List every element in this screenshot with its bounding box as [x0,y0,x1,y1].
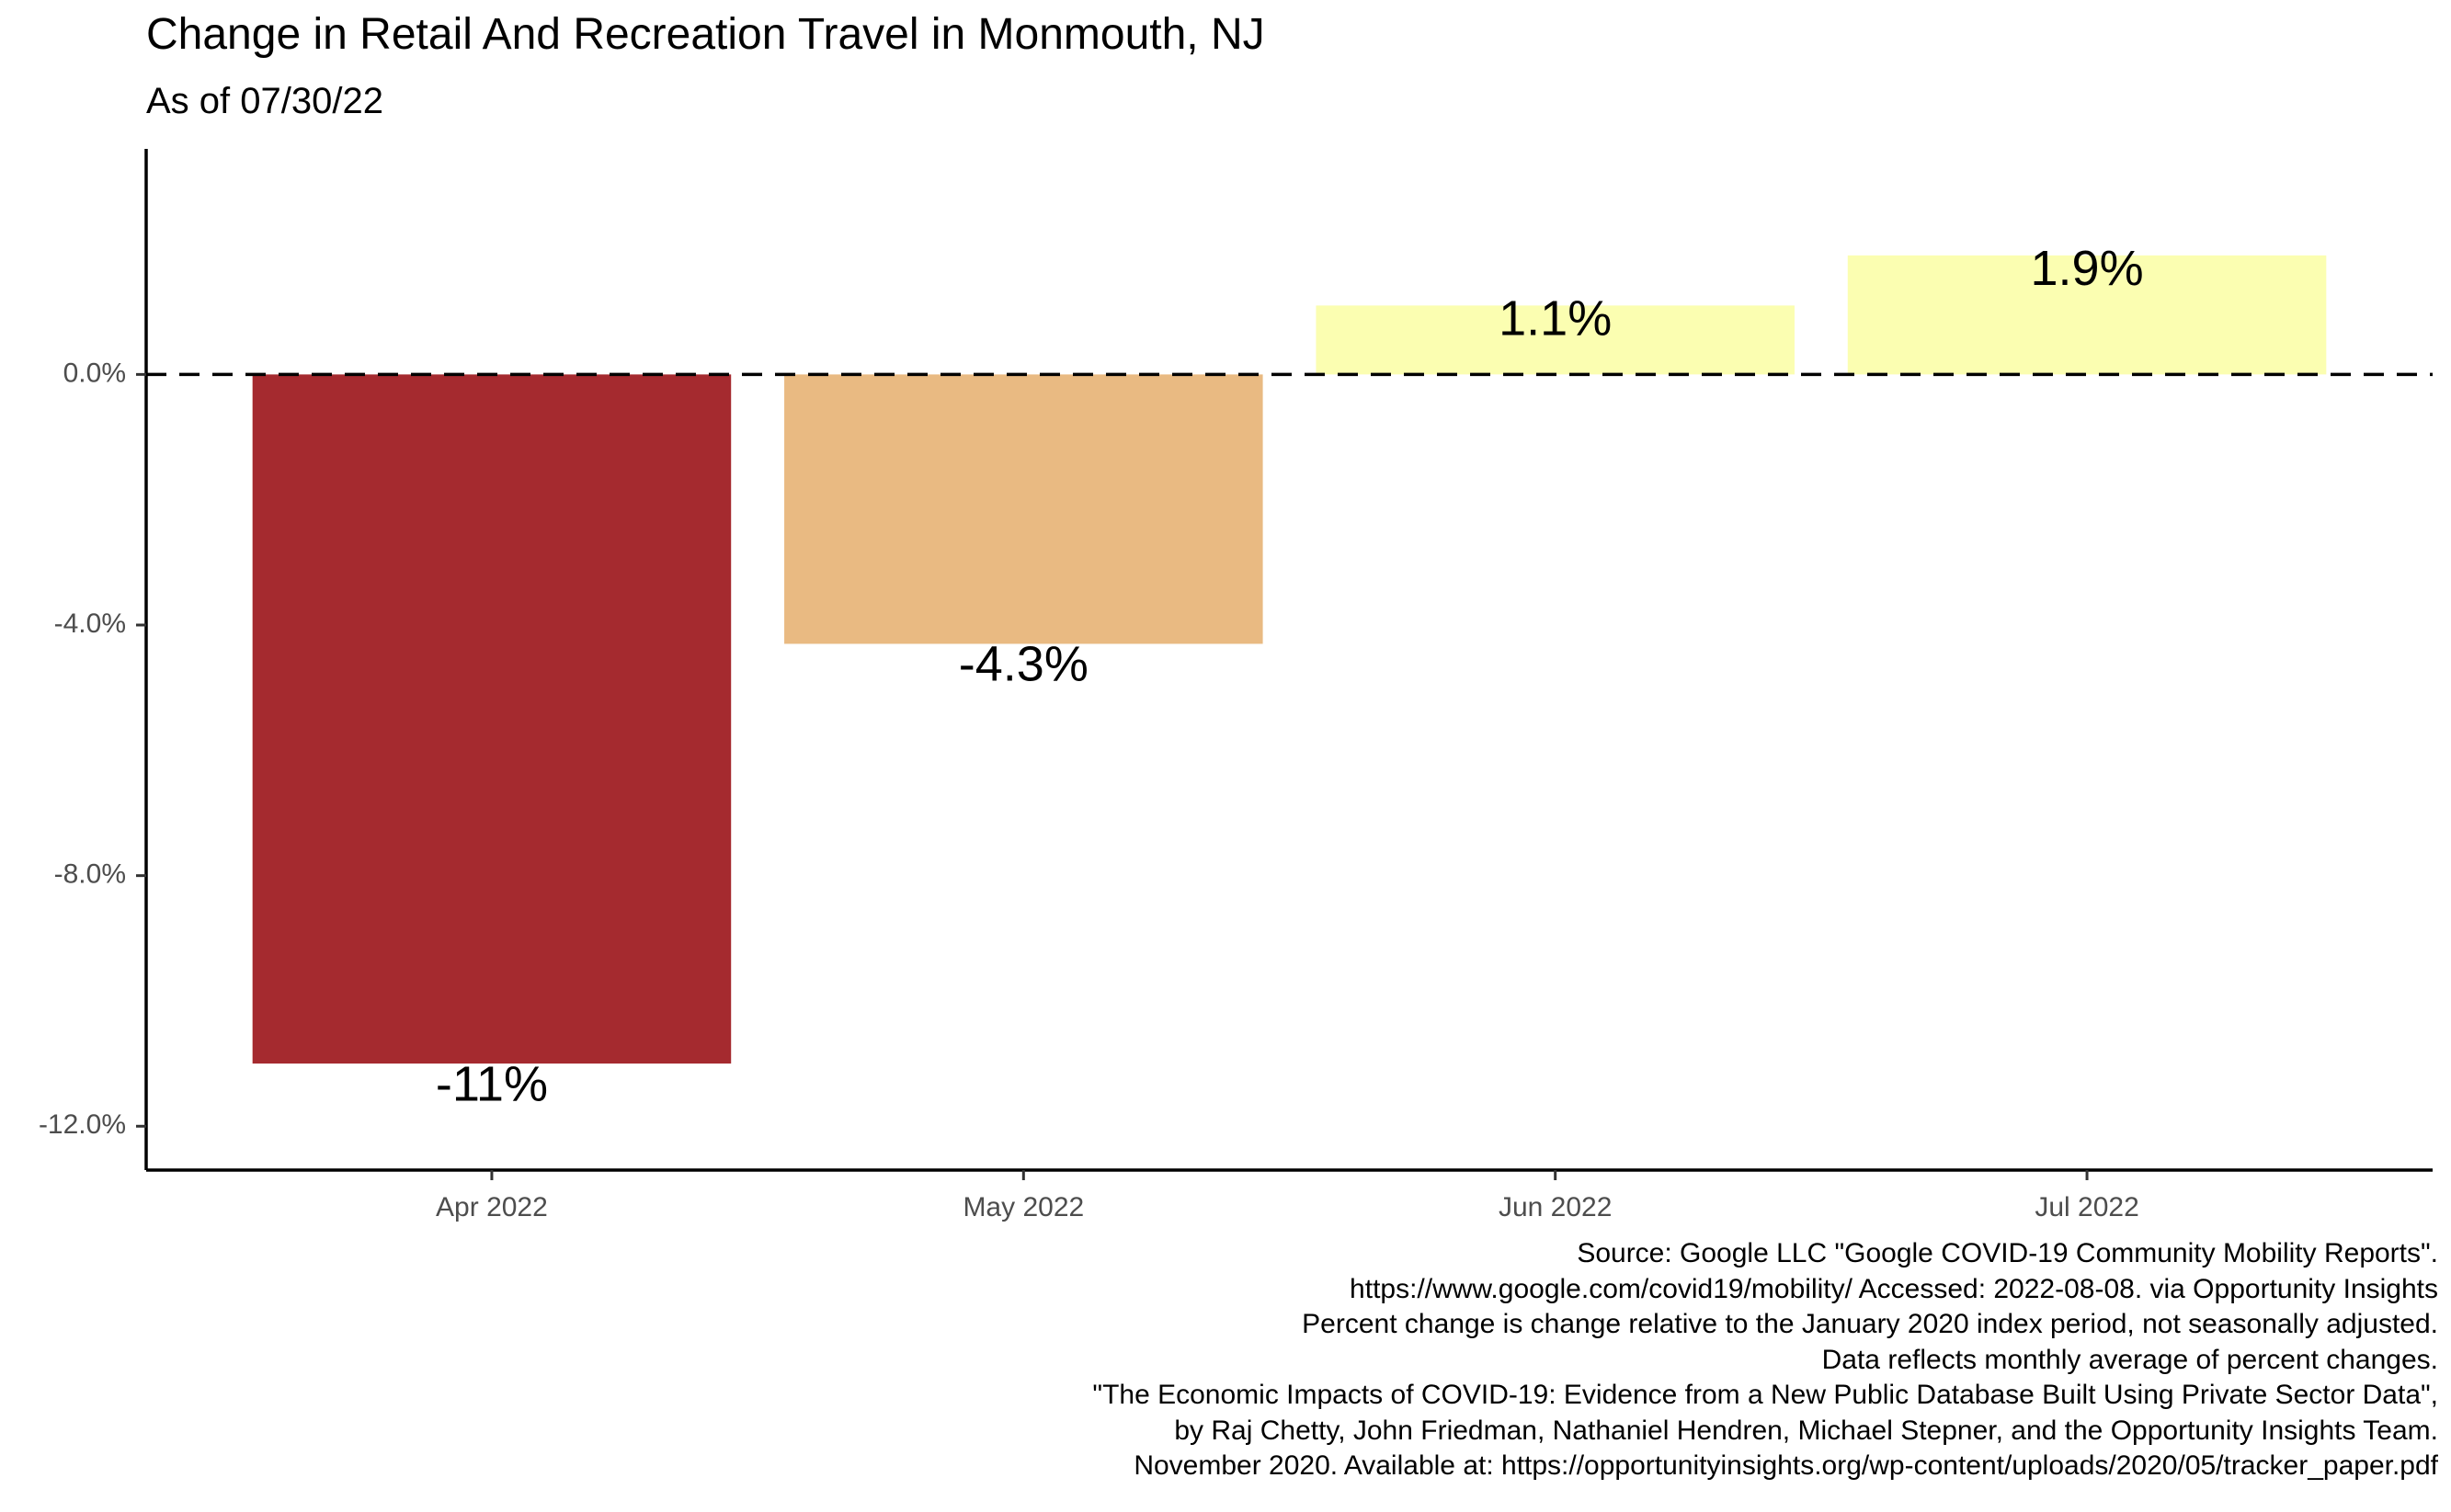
caption-line: Source: Google LLC "Google COVID-19 Comm… [1577,1238,2438,1268]
y-tick-label: -8.0% [54,859,126,890]
chart-title: Change in Retail And Recreation Travel i… [146,10,1265,59]
x-tick-label: Jul 2022 [2035,1192,2138,1222]
caption-line: "The Economic Impacts of COVID-19: Evide… [1092,1380,2438,1410]
caption-line: https://www.google.com/covid19/mobility/… [1350,1273,2438,1304]
data-label: -4.3% [959,637,1089,692]
x-tick-label: Jun 2022 [1499,1192,1612,1222]
caption-line: by Raj Chetty, John Friedman, Nathaniel … [1174,1415,2438,1446]
caption-line: Data reflects monthly average of percent… [1821,1344,2438,1375]
y-tick-label: -4.0% [54,608,126,639]
data-label: 1.1% [1499,291,1612,347]
bar [784,374,1263,644]
caption-line: Percent change is change relative to the… [1302,1309,2438,1339]
chart-subtitle: As of 07/30/22 [146,81,383,121]
bar [1847,255,2327,375]
data-label: -11% [436,1056,548,1111]
y-tick-label: -12.0% [39,1109,126,1140]
y-tick-label: 0.0% [63,358,126,388]
x-tick-label: Apr 2022 [436,1192,548,1222]
x-axis-ticks: Apr 2022 May 2022 Jun 2022 Jul 2022 [436,1170,2139,1222]
x-tick-label: May 2022 [963,1192,1084,1222]
bar [252,374,732,1064]
caption-line: November 2020. Available at: https://opp… [1134,1450,2438,1481]
y-axis-ticks: 0.0% -4.0% -8.0% -12.0% [39,358,146,1140]
caption: Source: Google LLC "Google COVID-19 Comm… [1092,1236,2438,1484]
bar [1316,305,1795,375]
data-labels: -11% -4.3% 1.1% 1.9% [436,241,2144,1111]
data-label: 1.9% [2031,241,2144,296]
bars-layer [252,255,2327,1064]
